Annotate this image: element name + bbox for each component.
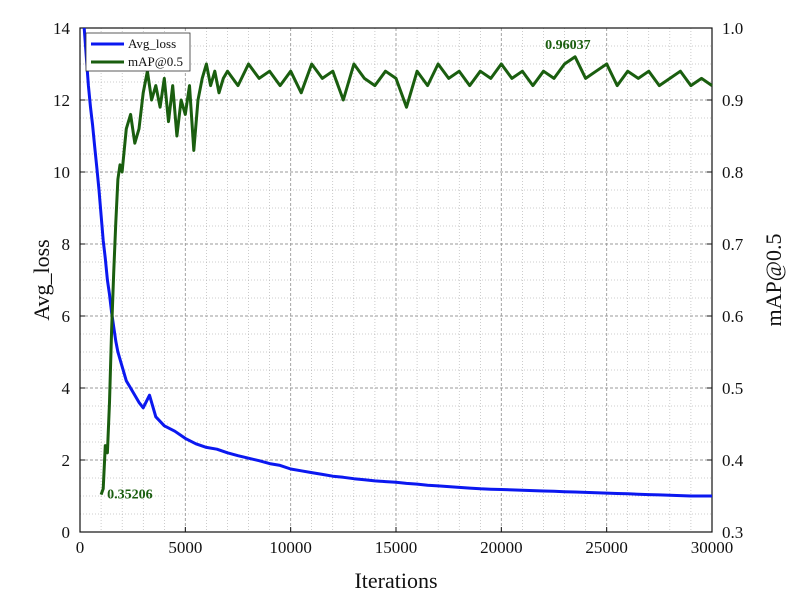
x-tick-label: 5000: [168, 538, 202, 557]
annotation-label: 0.35206: [107, 488, 153, 503]
y-left-tick-label: 14: [53, 19, 71, 38]
y-right-tick-label: 0.8: [722, 163, 743, 182]
legend: Avg_loss mAP@0.5: [85, 32, 191, 72]
annotation-label: 0.96037: [545, 38, 591, 53]
legend-label-avg-loss: Avg_loss: [128, 36, 176, 51]
y-right-tick-label: 0.6: [722, 307, 743, 326]
series-line-map: [99, 55, 713, 496]
y-left-axis-ticks: 0 2 4 6 8 10 12 14: [53, 19, 85, 542]
legend-label-map: mAP@0.5: [128, 54, 183, 69]
y-left-tick-label: 10: [53, 163, 70, 182]
x-tick-label: 0: [76, 538, 85, 557]
y-left-tick-label: 0: [62, 523, 71, 542]
x-tick-label: 25000: [585, 538, 628, 557]
x-tick-label: 15000: [375, 538, 418, 557]
y-right-tick-label: 1.0: [722, 19, 743, 38]
grid: [79, 27, 713, 533]
y-right-tick-label: 0.7: [722, 235, 744, 254]
legend-box: [85, 32, 191, 72]
y-left-tick-label: 12: [53, 91, 70, 110]
series-line-avg-loss: [82, 27, 712, 498]
y-right-axis-ticks: 0.3 0.4 0.5 0.6 0.7 0.8 0.9 1.0: [707, 19, 744, 542]
y-right-tick-label: 0.4: [722, 451, 744, 470]
y-right-tick-label: 0.9: [722, 91, 743, 110]
x-axis-title: Iterations: [354, 568, 437, 593]
y-left-axis-title: Avg_loss: [29, 239, 54, 321]
series-lines: [82, 27, 713, 498]
x-tick-label: 30000: [691, 538, 734, 557]
y-left-tick-label: 6: [62, 307, 71, 326]
x-tick-label: 10000: [269, 538, 312, 557]
y-right-tick-label: 0.3: [722, 523, 743, 542]
y-right-axis-title: mAP@0.5: [761, 234, 786, 327]
y-left-tick-label: 4: [62, 379, 71, 398]
y-right-tick-label: 0.5: [722, 379, 743, 398]
x-tick-label: 20000: [480, 538, 523, 557]
y-left-tick-label: 2: [62, 451, 71, 470]
x-axis-ticks: 0 5000 10000 15000 20000 25000 30000: [76, 527, 734, 557]
annotations: 0.35206 0.96037: [107, 38, 591, 503]
y-left-tick-label: 8: [62, 235, 71, 254]
